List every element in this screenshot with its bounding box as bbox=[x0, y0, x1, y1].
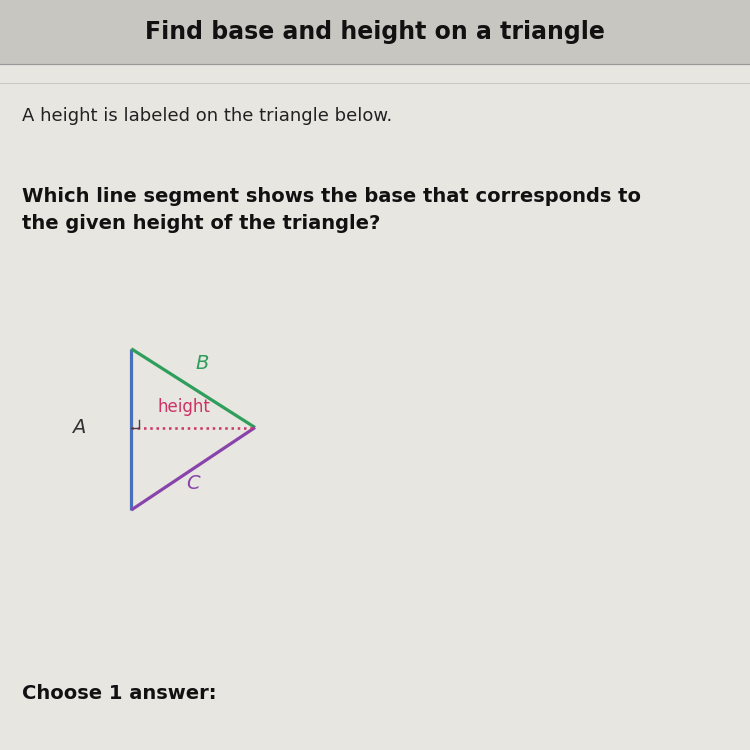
Text: $A$: $A$ bbox=[71, 418, 86, 437]
Text: Find base and height on a triangle: Find base and height on a triangle bbox=[145, 20, 605, 44]
Text: height: height bbox=[158, 398, 210, 416]
Bar bbox=[0, 0, 750, 64]
Text: $B$: $B$ bbox=[196, 354, 209, 374]
Text: Choose 1 answer:: Choose 1 answer: bbox=[22, 684, 217, 703]
Text: Which line segment shows the base that corresponds to
the given height of the tr: Which line segment shows the base that c… bbox=[22, 188, 641, 233]
Text: $C$: $C$ bbox=[186, 474, 201, 494]
Text: A height is labeled on the triangle below.: A height is labeled on the triangle belo… bbox=[22, 107, 393, 125]
